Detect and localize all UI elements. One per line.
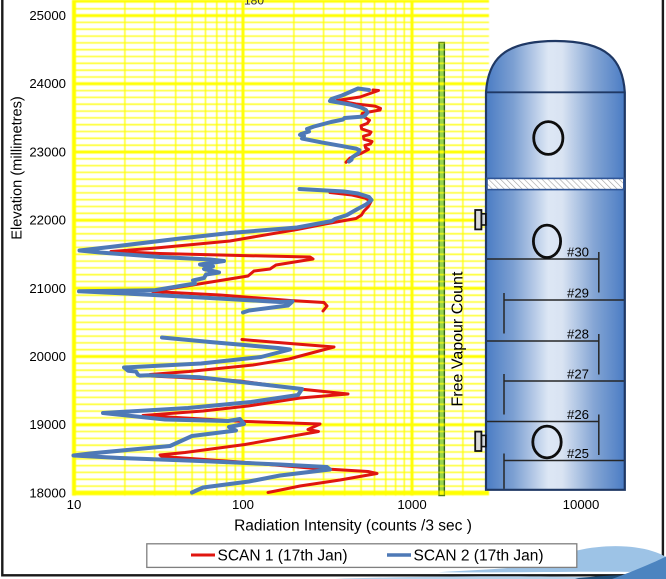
svg-text:100: 100	[232, 497, 254, 512]
svg-text:25000: 25000	[29, 8, 66, 23]
svg-text:10000: 10000	[563, 497, 600, 512]
svg-text:#29: #29	[567, 286, 589, 301]
svg-text:19000: 19000	[29, 417, 66, 432]
svg-text:#27: #27	[567, 367, 589, 382]
svg-text:180: 180	[244, 0, 264, 8]
svg-text:1000: 1000	[397, 497, 426, 512]
svg-text:23000: 23000	[29, 144, 66, 159]
svg-text:18000: 18000	[29, 485, 66, 500]
svg-text:Free Vapour Count: Free Vapour Count	[450, 271, 467, 406]
svg-text:24000: 24000	[29, 76, 66, 91]
svg-text:SCAN 2 (17th Jan): SCAN 2 (17th Jan)	[414, 548, 544, 565]
svg-text:#25: #25	[567, 446, 589, 461]
svg-text:22000: 22000	[29, 213, 66, 228]
svg-text:20000: 20000	[29, 349, 66, 364]
svg-text:21000: 21000	[29, 281, 66, 296]
svg-text:SCAN 1 (17th Jan): SCAN 1 (17th Jan)	[218, 548, 348, 565]
svg-text:Radiation Intensity (counts /3: Radiation Intensity (counts /3 sec )	[234, 518, 472, 535]
svg-text:#30: #30	[567, 245, 589, 260]
svg-text:Elevation (millimetres): Elevation (millimetres)	[10, 96, 26, 240]
svg-text:10: 10	[67, 497, 82, 512]
svg-text:#28: #28	[567, 327, 589, 342]
svg-text:#26: #26	[567, 407, 589, 422]
